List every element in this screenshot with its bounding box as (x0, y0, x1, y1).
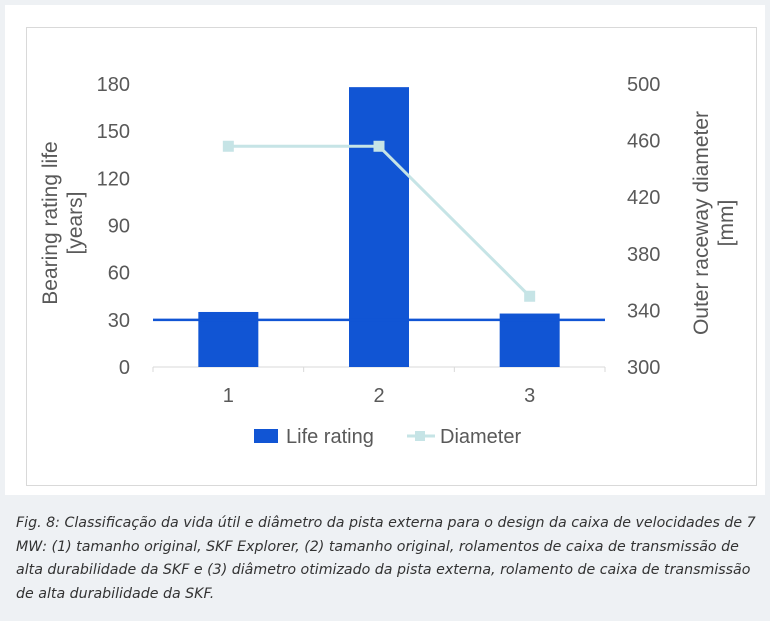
y-left-axis-title-line: Bearing rating life (39, 141, 62, 304)
y-left-tick-label: 150 (97, 121, 130, 143)
x-tick-label: 1 (223, 385, 234, 407)
legend-swatch-life-rating (254, 429, 278, 443)
figure-caption: Fig. 8: Classificação da vida útil e diâ… (16, 515, 756, 602)
y-left-tick-label: 180 (97, 74, 130, 96)
y-right-tick-label: 500 (627, 74, 660, 96)
legend-label-diameter: Diameter (440, 426, 521, 448)
y-right-axis-title-line: [mm] (715, 200, 738, 247)
y-right-tick-label: 340 (627, 300, 660, 322)
bar-life-rating (198, 311, 259, 367)
bar-life-rating (349, 87, 409, 368)
bar-life-rating (499, 313, 560, 367)
diameter-marker (373, 140, 385, 152)
y-right-tick-label: 300 (627, 357, 660, 379)
diameter-marker (222, 140, 234, 152)
y-right-tick-label: 460 (627, 131, 660, 153)
y-right-axis-title-line: Outer raceway diameter (690, 111, 713, 335)
y-left-tick-label: 60 (108, 263, 130, 285)
x-tick-label: 3 (524, 385, 535, 407)
y-left-tick-label: 30 (108, 310, 130, 332)
y-right-tick-label: 420 (627, 187, 660, 209)
chart-frame: 0 30 60 90 120 150 180 300 340 380 420 460 500 1 2 3 Bea… (5, 5, 765, 495)
legend-label-life-rating: Life rating (286, 426, 374, 448)
y-left-axis-title: Bearing rating life[years] (39, 141, 87, 304)
legend-swatch-diameter-marker (415, 431, 425, 441)
y-left-tick-label: 120 (97, 168, 130, 190)
x-tick-label: 2 (373, 385, 384, 407)
chart: 0 30 60 90 120 150 180 300 340 380 420 460 500 1 2 3 Bea… (39, 74, 738, 448)
y-left-tick-label: 0 (119, 357, 130, 379)
y-left-tick-label: 90 (108, 216, 130, 238)
y-right-tick-label: 380 (627, 244, 660, 266)
y-right-axis-title: Outer raceway diameter[mm] (690, 111, 738, 335)
diameter-marker (524, 290, 536, 302)
y-left-axis-title-line: [years] (64, 191, 87, 254)
